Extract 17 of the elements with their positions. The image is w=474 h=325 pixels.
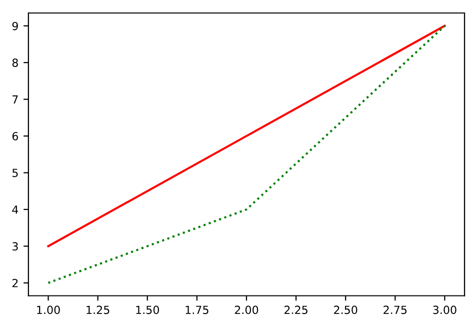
y-tick-label: 3 [12, 242, 18, 251]
x-tick-label: 2.00 [234, 306, 258, 314]
x-tick-label: 2.75 [384, 306, 407, 314]
x-tick-label: 1.25 [86, 306, 110, 314]
y-tick-label: 7 [12, 95, 18, 104]
y-tick-label: 8 [12, 58, 18, 67]
y-tick-label: 2 [12, 278, 18, 288]
x-tick-label: 1.00 [37, 306, 60, 314]
x-tick-label: 2.50 [334, 306, 358, 314]
y-tick-label: 4 [12, 206, 18, 214]
y-tick-label: 6 [12, 132, 18, 140]
x-tick-label: 3.00 [433, 306, 456, 314]
x-tick-label: 2.25 [284, 306, 308, 314]
y-tick-label: 9 [12, 22, 18, 30]
y-tick-label: 5 [12, 168, 18, 178]
x-tick-label: 1.75 [186, 306, 208, 314]
x-tick-label: 1.50 [136, 306, 160, 314]
